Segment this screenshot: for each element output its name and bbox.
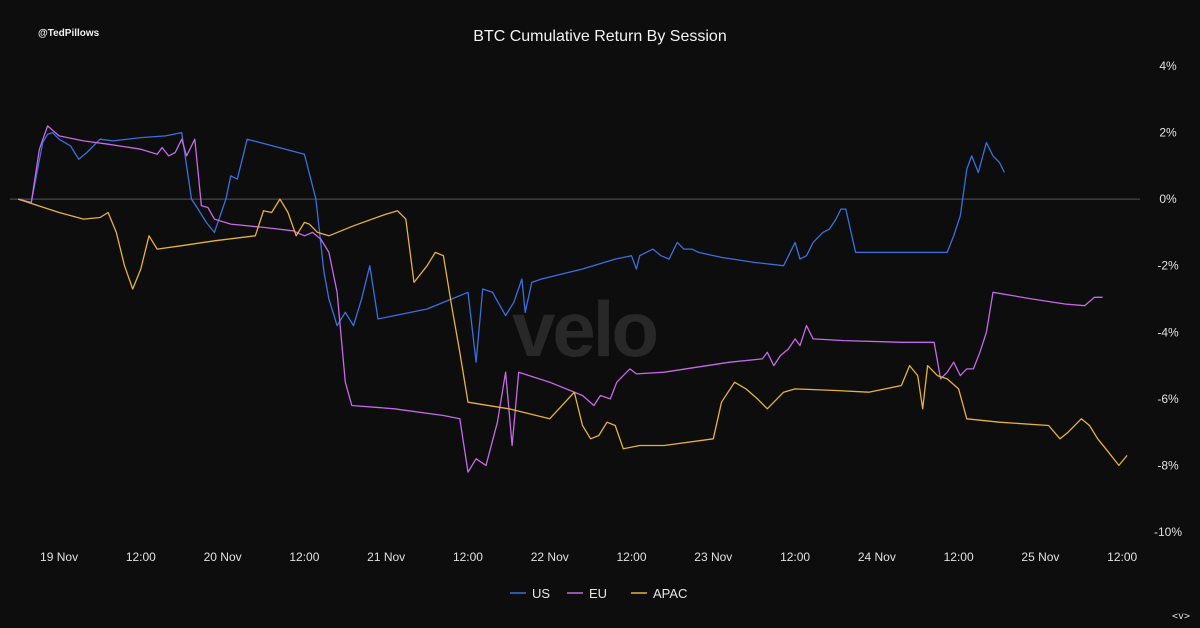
y-tick-label: -8% (1157, 458, 1179, 472)
legend-label-us: US (532, 586, 550, 601)
x-tick-label: 12:00 (944, 550, 974, 564)
legend-label-eu: EU (589, 586, 607, 601)
x-tick-label: 12:00 (617, 550, 647, 564)
x-tick-label: 23 Nov (694, 550, 732, 564)
series-line-eu (18, 125, 1103, 473)
chart-title: BTC Cumulative Return By Session (473, 28, 727, 45)
x-tick-label: 19 Nov (40, 550, 78, 564)
x-tick-label: 21 Nov (367, 550, 405, 564)
x-tick-label: 22 Nov (531, 550, 569, 564)
series-line-apac (17, 198, 1128, 467)
series-line-us (18, 131, 1005, 363)
velo-watermark: velo (512, 285, 659, 373)
x-tick-label: 12:00 (1107, 550, 1137, 564)
x-tick-label: 25 Nov (1021, 550, 1059, 564)
footer-mark: <v> (1171, 611, 1190, 622)
x-tick-label: 12:00 (453, 550, 483, 564)
y-tick-label: 4% (1159, 59, 1177, 73)
y-tick-label: 0% (1159, 192, 1177, 206)
y-tick-label: 2% (1159, 126, 1177, 140)
y-tick-label: -6% (1157, 392, 1179, 406)
x-tick-label: 12:00 (780, 550, 810, 564)
y-tick-label: -4% (1157, 325, 1179, 339)
x-tick-label: 12:00 (126, 550, 156, 564)
legend-label-apac: APAC (653, 586, 687, 601)
x-tick-label: 24 Nov (858, 550, 896, 564)
x-tick-label: 12:00 (289, 550, 319, 564)
x-tick-label: 20 Nov (204, 550, 242, 564)
author-handle: @TedPillows (38, 28, 100, 39)
y-tick-label: -10% (1154, 525, 1182, 539)
y-tick-label: -2% (1157, 259, 1179, 273)
